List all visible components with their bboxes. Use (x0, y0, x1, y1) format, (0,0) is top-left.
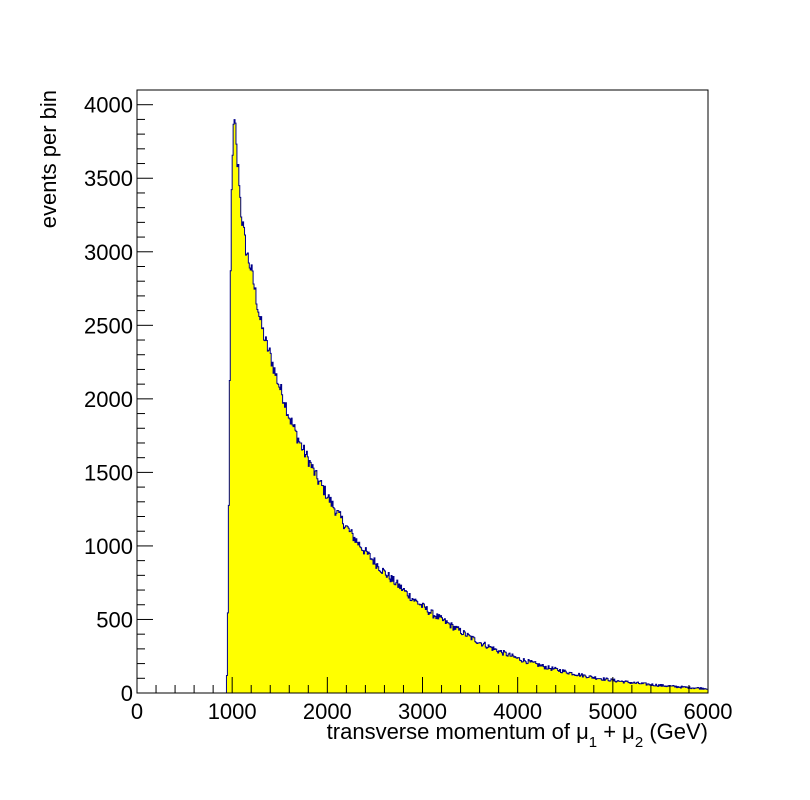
y-tick-label: 0 (121, 681, 133, 706)
plot-frame (136, 89, 709, 694)
y-tick-label: 2000 (84, 387, 133, 412)
x-tick-label: 4000 (493, 699, 542, 724)
y-tick-label: 3500 (84, 166, 133, 191)
x-tick-label: 2000 (303, 699, 352, 724)
x-tick-label: 0 (131, 699, 143, 724)
x-tick-label: 6000 (684, 699, 733, 724)
x-axis-title: transverse momentum of μ1 + μ2 (GeV) (327, 719, 708, 751)
y-tick-label: 2500 (84, 313, 133, 338)
y-tick-label: 1000 (84, 534, 133, 559)
y-tick-label: 500 (96, 607, 133, 632)
histogram-layer (137, 119, 708, 694)
y-tick-label: 1500 (84, 460, 133, 485)
y-axis-ticks: 0 500 1000 1500 2000 2500 3000 3500 4000 (84, 89, 153, 706)
histogram-outline (137, 119, 708, 694)
x-tick-label: 3000 (398, 699, 447, 724)
x-axis-ticks: 0 1000 2000 3000 4000 5000 6000 (131, 677, 733, 724)
y-axis-title: events per bin (36, 90, 61, 228)
x-tick-label: 5000 (588, 699, 637, 724)
x-tick-label: 1000 (208, 699, 257, 724)
y-tick-label: 4000 (84, 93, 133, 118)
y-tick-label: 3000 (84, 240, 133, 265)
histogram-fill (137, 119, 708, 693)
